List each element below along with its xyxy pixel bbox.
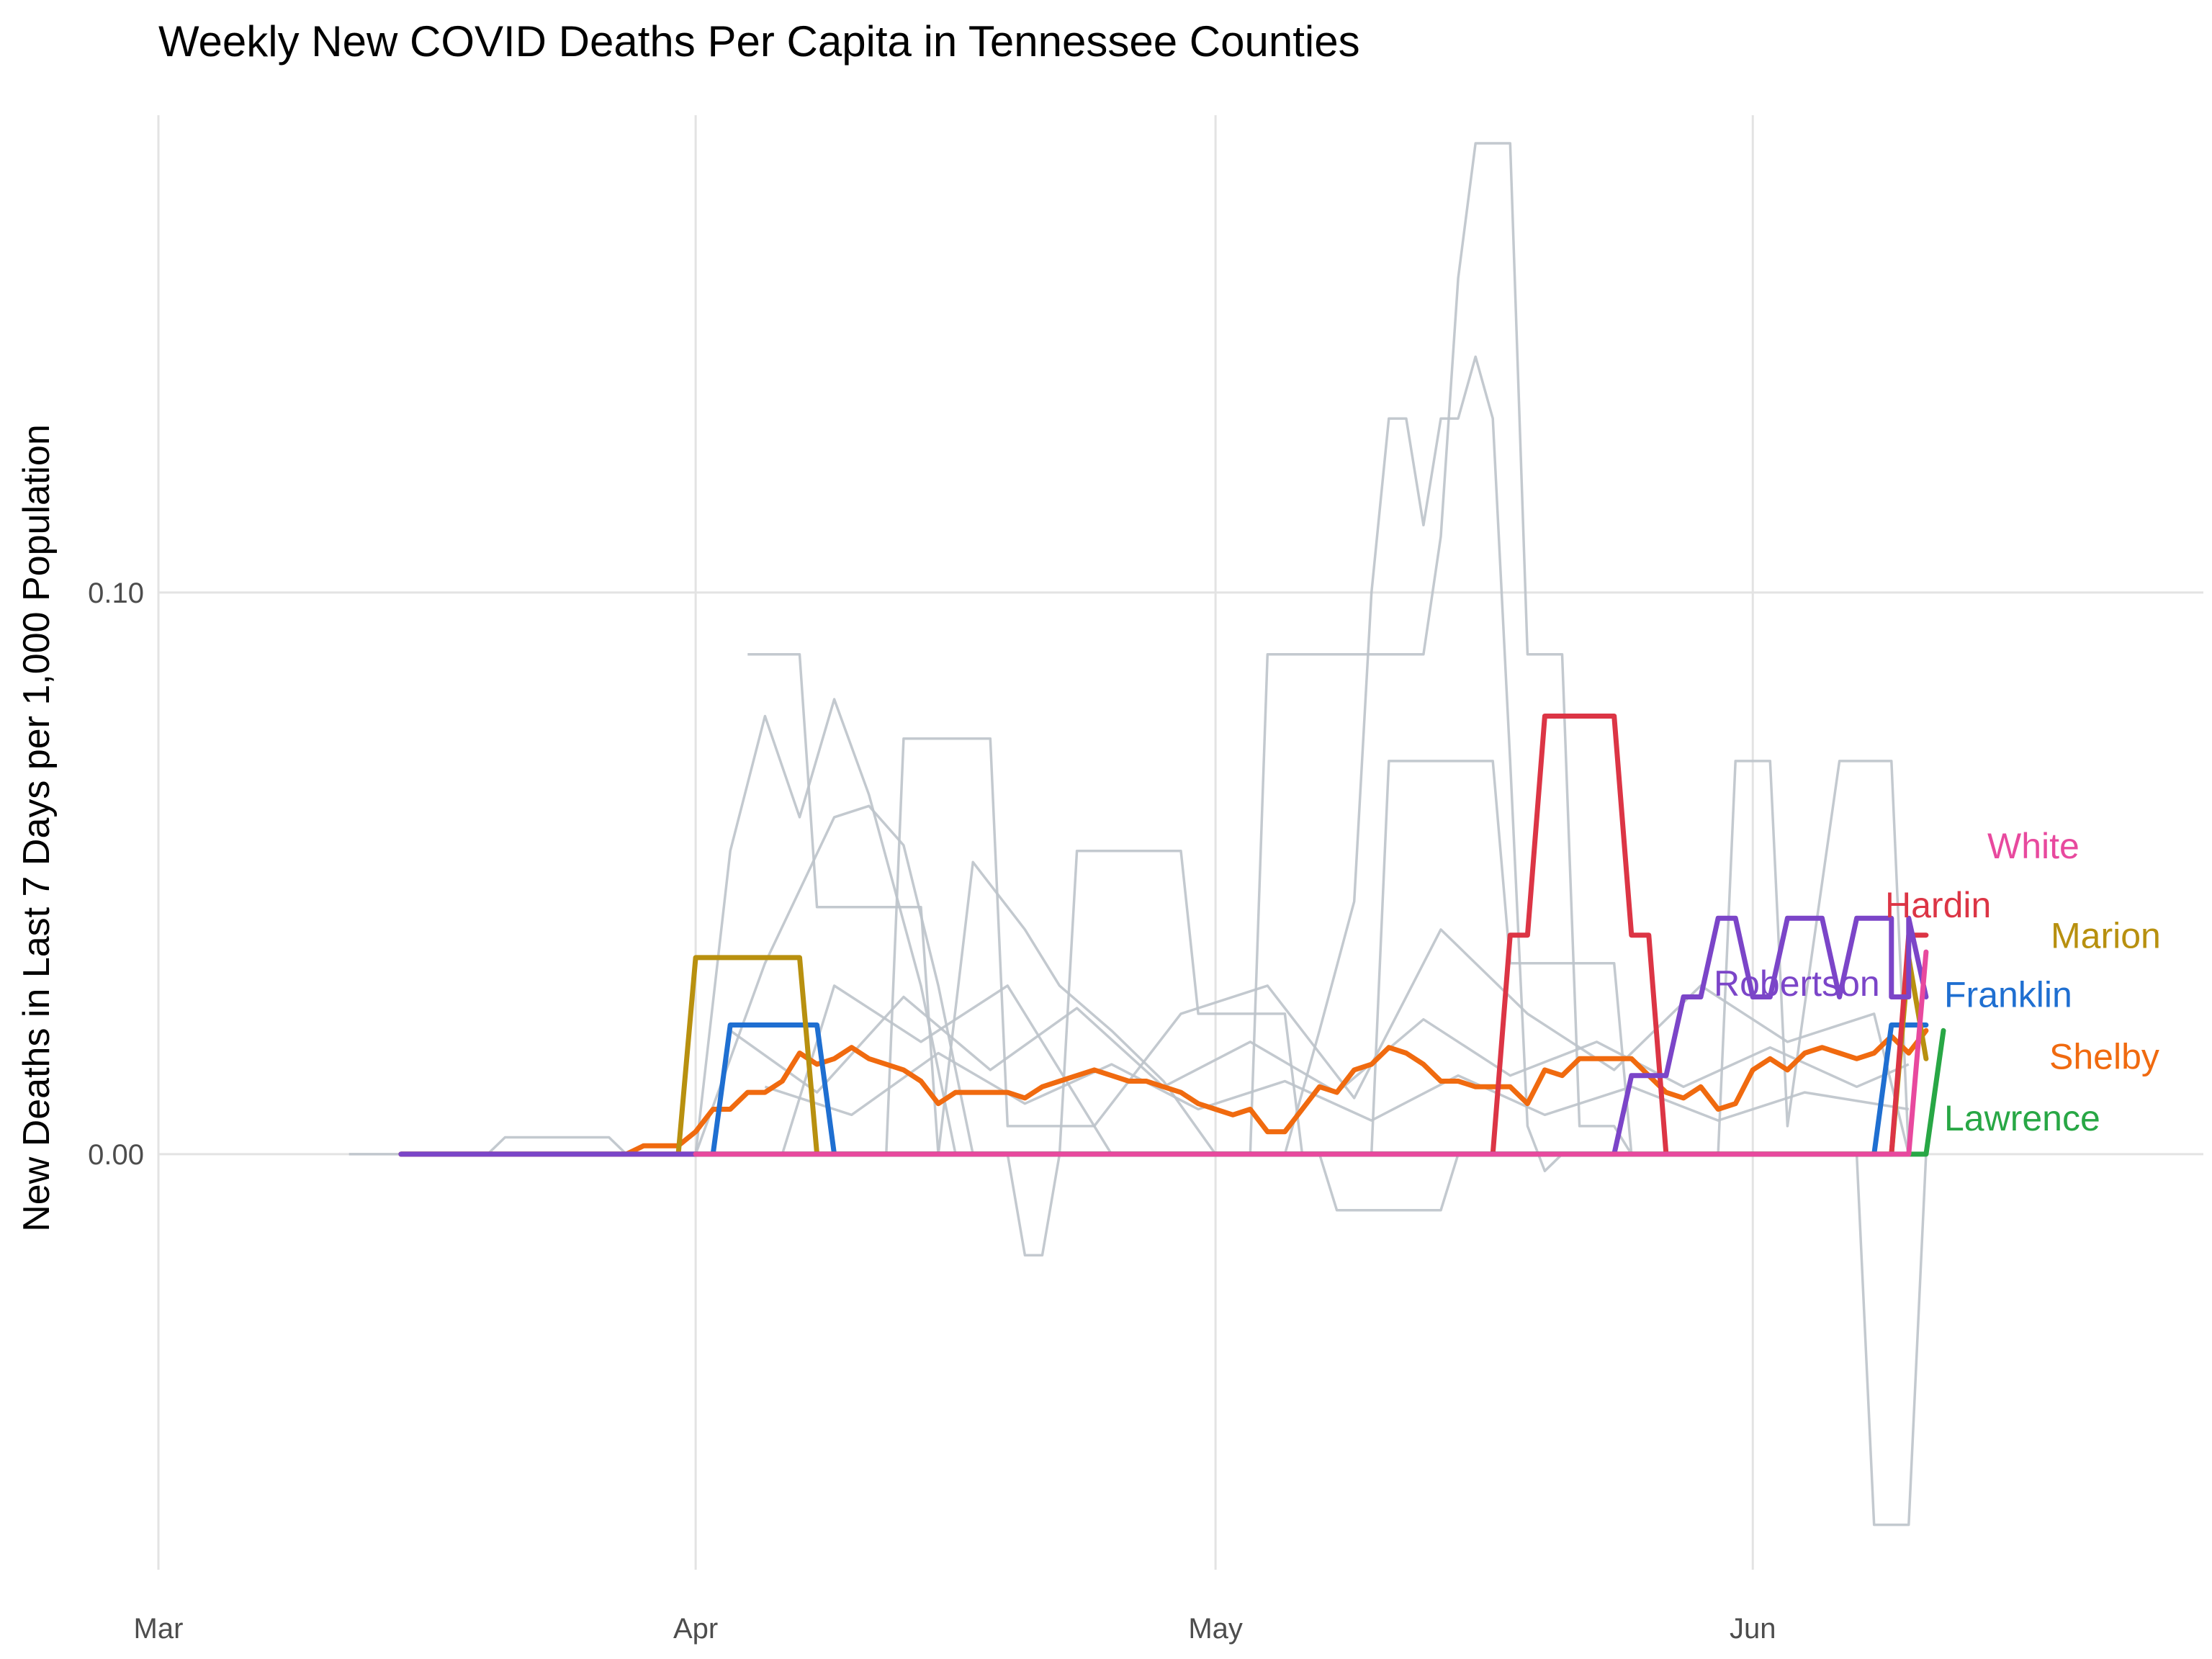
series-label-white: White — [1987, 826, 2080, 866]
axis-ticks: Mar Apr May Jun 0.00 0.10 — [88, 577, 1776, 1645]
series-label-hardin: Hardin — [1885, 885, 1991, 925]
series-labels: White Hardin Marion Robertson Franklin Shelby… — [1714, 826, 2161, 1138]
x-tick-label: Mar — [134, 1613, 184, 1645]
series-line-white — [693, 949, 1929, 1157]
background-county-line — [1717, 760, 1910, 1154]
series-label-marion: Marion — [2051, 916, 2161, 956]
y-axis-label: New Deaths in Last 7 Days per 1,000 Popu… — [16, 424, 58, 1232]
series-line-hardin — [398, 714, 1929, 1157]
series-line-franklin — [398, 1022, 1929, 1157]
background-county-line — [1249, 142, 1633, 1155]
x-tick-label: Jun — [1730, 1613, 1776, 1645]
series-label-franklin: Franklin — [1944, 975, 2072, 1015]
series-label-robertson: Robertson — [1714, 963, 1880, 1004]
background-county-line — [937, 860, 1909, 1156]
highlighted-county-lines — [398, 714, 1946, 1157]
background-county-line — [1855, 1154, 1928, 1527]
series-line-shelby — [398, 1028, 1929, 1157]
background-county-line — [781, 928, 1910, 1155]
series-label-lawrence: Lawrence — [1944, 1098, 2100, 1138]
background-county-line — [694, 804, 1909, 1156]
background-county-line — [764, 1051, 1910, 1122]
x-tick-label: Apr — [673, 1613, 718, 1645]
y-tick-label: 0.00 — [88, 1139, 144, 1171]
background-county-line — [1283, 355, 1563, 1173]
y-tick-label: 0.10 — [88, 577, 144, 609]
chart-title: Weekly New COVID Deaths Per Capita in Te… — [158, 17, 1360, 66]
x-tick-label: May — [1188, 1613, 1243, 1645]
series-label-shelby: Shelby — [2049, 1036, 2159, 1076]
series-line-robertson — [398, 915, 1929, 1157]
